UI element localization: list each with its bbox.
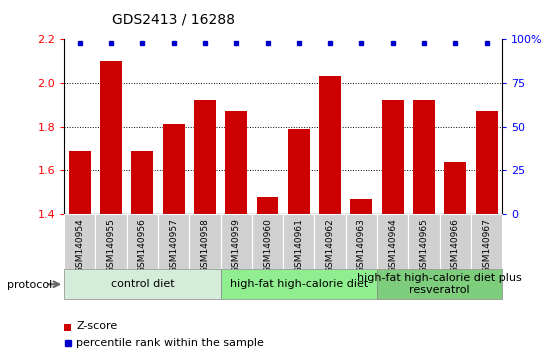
Bar bbox=[132, 151, 153, 354]
Bar bbox=[64, 214, 95, 269]
Bar bbox=[440, 214, 471, 269]
Bar bbox=[471, 214, 502, 269]
Bar bbox=[350, 199, 372, 354]
Bar bbox=[95, 214, 127, 269]
Bar bbox=[382, 100, 403, 354]
Bar bbox=[189, 214, 220, 269]
Text: control diet: control diet bbox=[110, 279, 174, 289]
Bar bbox=[413, 100, 435, 354]
Bar bbox=[288, 129, 310, 354]
Text: GSM140966: GSM140966 bbox=[451, 218, 460, 273]
Text: GSM140957: GSM140957 bbox=[169, 218, 178, 273]
Text: protocol: protocol bbox=[7, 280, 52, 290]
Bar bbox=[444, 162, 466, 354]
Bar bbox=[220, 214, 252, 269]
Text: GSM140954: GSM140954 bbox=[75, 218, 84, 273]
Text: GSM140967: GSM140967 bbox=[482, 218, 491, 273]
Bar bbox=[475, 111, 498, 354]
Bar bbox=[127, 214, 158, 269]
Text: high-fat high-calorie diet plus
resveratrol: high-fat high-calorie diet plus resverat… bbox=[357, 273, 522, 295]
Bar bbox=[319, 76, 341, 354]
Bar bbox=[252, 214, 283, 269]
Text: GSM140963: GSM140963 bbox=[357, 218, 366, 273]
Text: GSM140962: GSM140962 bbox=[326, 218, 335, 273]
Bar bbox=[257, 196, 278, 354]
Bar bbox=[408, 214, 440, 269]
Bar bbox=[225, 111, 247, 354]
Bar bbox=[346, 214, 377, 269]
Text: GSM140965: GSM140965 bbox=[420, 218, 429, 273]
Text: percentile rank within the sample: percentile rank within the sample bbox=[76, 338, 264, 348]
Text: GSM140961: GSM140961 bbox=[294, 218, 304, 273]
Bar bbox=[315, 214, 346, 269]
Text: high-fat high-calorie diet: high-fat high-calorie diet bbox=[230, 279, 368, 289]
Bar bbox=[69, 151, 91, 354]
Text: GSM140960: GSM140960 bbox=[263, 218, 272, 273]
Text: GSM140964: GSM140964 bbox=[388, 218, 397, 273]
Bar bbox=[194, 100, 216, 354]
Bar bbox=[377, 269, 502, 299]
Bar bbox=[283, 214, 315, 269]
Text: GSM140955: GSM140955 bbox=[107, 218, 116, 273]
Bar bbox=[100, 61, 122, 354]
Bar bbox=[64, 269, 220, 299]
Text: GSM140956: GSM140956 bbox=[138, 218, 147, 273]
Text: GSM140958: GSM140958 bbox=[200, 218, 209, 273]
Text: GSM140959: GSM140959 bbox=[232, 218, 240, 273]
Bar bbox=[377, 214, 408, 269]
Bar bbox=[220, 269, 377, 299]
Bar bbox=[64, 324, 71, 331]
Text: GDS2413 / 16288: GDS2413 / 16288 bbox=[112, 12, 234, 27]
Bar bbox=[158, 214, 189, 269]
Bar bbox=[163, 124, 185, 354]
Text: Z-score: Z-score bbox=[76, 321, 118, 331]
